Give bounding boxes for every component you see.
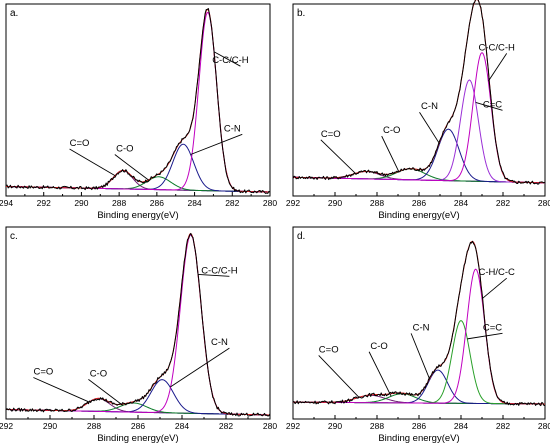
panel-label: b. — [297, 8, 305, 19]
annotation-leader-line — [198, 273, 230, 277]
peak-annotation-label: C-N — [224, 123, 241, 134]
annotation-leader-line — [487, 53, 508, 82]
peak-annotation-label: C-C/C-H — [201, 265, 238, 276]
peak-c-c-c-h — [292, 52, 546, 184]
x-tick-label: 292 — [0, 421, 13, 431]
annotation-leader-line — [320, 139, 356, 174]
x-tick-label: 282 — [225, 198, 239, 208]
x-tick-label: 284 — [187, 198, 201, 208]
x-tick-label: 288 — [87, 421, 101, 431]
x-tick-label: 288 — [370, 198, 384, 208]
plot-frame — [5, 3, 271, 197]
annotation-leader-line — [368, 351, 392, 397]
x-tick-label: 290 — [74, 198, 88, 208]
x-tick-label: 286 — [412, 198, 426, 208]
peak-annotation-label: C-O — [370, 341, 387, 352]
annotation-leader-line — [213, 51, 241, 67]
annotation-leader-line — [381, 135, 400, 172]
x-tick-label: 280 — [538, 421, 550, 431]
envelope-fit-line — [5, 233, 271, 416]
envelope-fit-line — [292, 0, 546, 184]
annotation-leader-line — [114, 154, 150, 181]
annotation-leader-line — [419, 111, 440, 145]
x-axis-title: Binding energy(eV) — [97, 210, 178, 221]
annotation-leader-line — [69, 148, 116, 177]
peak-annotation-label: C=C — [483, 99, 502, 110]
annotation-leader-line — [190, 133, 243, 155]
peak-annotation-label: C=O — [70, 138, 90, 149]
raw-data-line — [5, 8, 271, 194]
peak-c-c-c-h — [5, 234, 271, 416]
x-tick-label: 286 — [412, 421, 426, 431]
peak-c-c-c-h — [5, 11, 271, 193]
x-tick-label: 290 — [328, 421, 342, 431]
x-tick-label: 286 — [131, 421, 145, 431]
panel-d: 292 290 288 286 284 282 280 Binding energy(eV) d… — [286, 226, 550, 444]
raw-data-line — [292, 0, 546, 185]
peak-annotation-label: C=O — [319, 344, 339, 355]
peak-annotation-label: C-N — [421, 101, 438, 112]
panel-a: 294 292 290 288 286 284 282 280 Binding energy(e… — [0, 3, 277, 221]
annotation-leader-line — [467, 332, 503, 340]
raw-data-line — [292, 240, 546, 407]
annotation-leader-line — [481, 277, 507, 300]
panel-label: a. — [10, 8, 18, 19]
peak-c-h-c-c — [292, 268, 546, 405]
x-tick-label: 292 — [37, 198, 51, 208]
x-tick-label: 282 — [219, 421, 233, 431]
x-axis-title: Binding energy(eV) — [378, 210, 459, 221]
peak-annotation-label: C-O — [116, 144, 133, 155]
x-tick-label: 282 — [496, 421, 510, 431]
peak-annotation-label: C=C — [483, 322, 502, 333]
x-axis-title: Binding energy(eV) — [378, 433, 459, 444]
raw-data-line — [5, 232, 271, 417]
panel-label: d. — [297, 231, 305, 242]
x-tick-label: 284 — [454, 198, 468, 208]
plot-frame — [5, 226, 271, 420]
x-tick-label: 292 — [286, 198, 300, 208]
peak-annotation-label: C-O — [383, 125, 400, 136]
x-tick-label: 288 — [112, 198, 126, 208]
peak-annotation-label: C=O — [321, 129, 341, 140]
x-tick-label: 286 — [150, 198, 164, 208]
peak-annotation-label: C-H/C-C — [478, 267, 515, 278]
panel-b: 292 290 288 286 284 282 280 Binding energy(eV) b… — [286, 0, 550, 221]
x-tick-label: 282 — [496, 198, 510, 208]
annotation-leader-line — [318, 355, 360, 398]
x-tick-label: 290 — [43, 421, 57, 431]
x-tick-label: 284 — [175, 421, 189, 431]
x-tick-label: 290 — [328, 198, 342, 208]
plot-frame — [292, 3, 546, 197]
panel-c: 292 290 288 286 284 282 280 Binding energy(eV) c… — [0, 226, 277, 444]
x-tick-label: 280 — [263, 421, 277, 431]
peak-annotation-label: C-O — [90, 368, 107, 379]
annotation-leader-line — [88, 379, 124, 406]
peak-c-o — [292, 171, 546, 184]
x-tick-label: 294 — [0, 198, 13, 208]
annotation-leader-line — [410, 333, 431, 380]
annotation-leader-line — [33, 377, 90, 403]
x-tick-label: 292 — [286, 421, 300, 431]
x-tick-label: 284 — [454, 421, 468, 431]
x-tick-label: 280 — [538, 198, 550, 208]
envelope-fit-line — [5, 8, 271, 193]
peak-annotation-label: C-N — [413, 322, 430, 333]
peak-annotation-label: C-N — [211, 337, 228, 348]
x-axis-title: Binding energy(eV) — [97, 433, 178, 444]
panel-label: c. — [10, 231, 18, 242]
annotation-leader-line — [169, 347, 230, 388]
x-tick-label: 280 — [263, 198, 277, 208]
annotation-leader-line — [475, 101, 503, 111]
peak-annotation-label: C-C/C-H — [478, 42, 515, 53]
x-tick-label: 288 — [370, 421, 384, 431]
peak-annotation-label: C=O — [33, 367, 53, 378]
